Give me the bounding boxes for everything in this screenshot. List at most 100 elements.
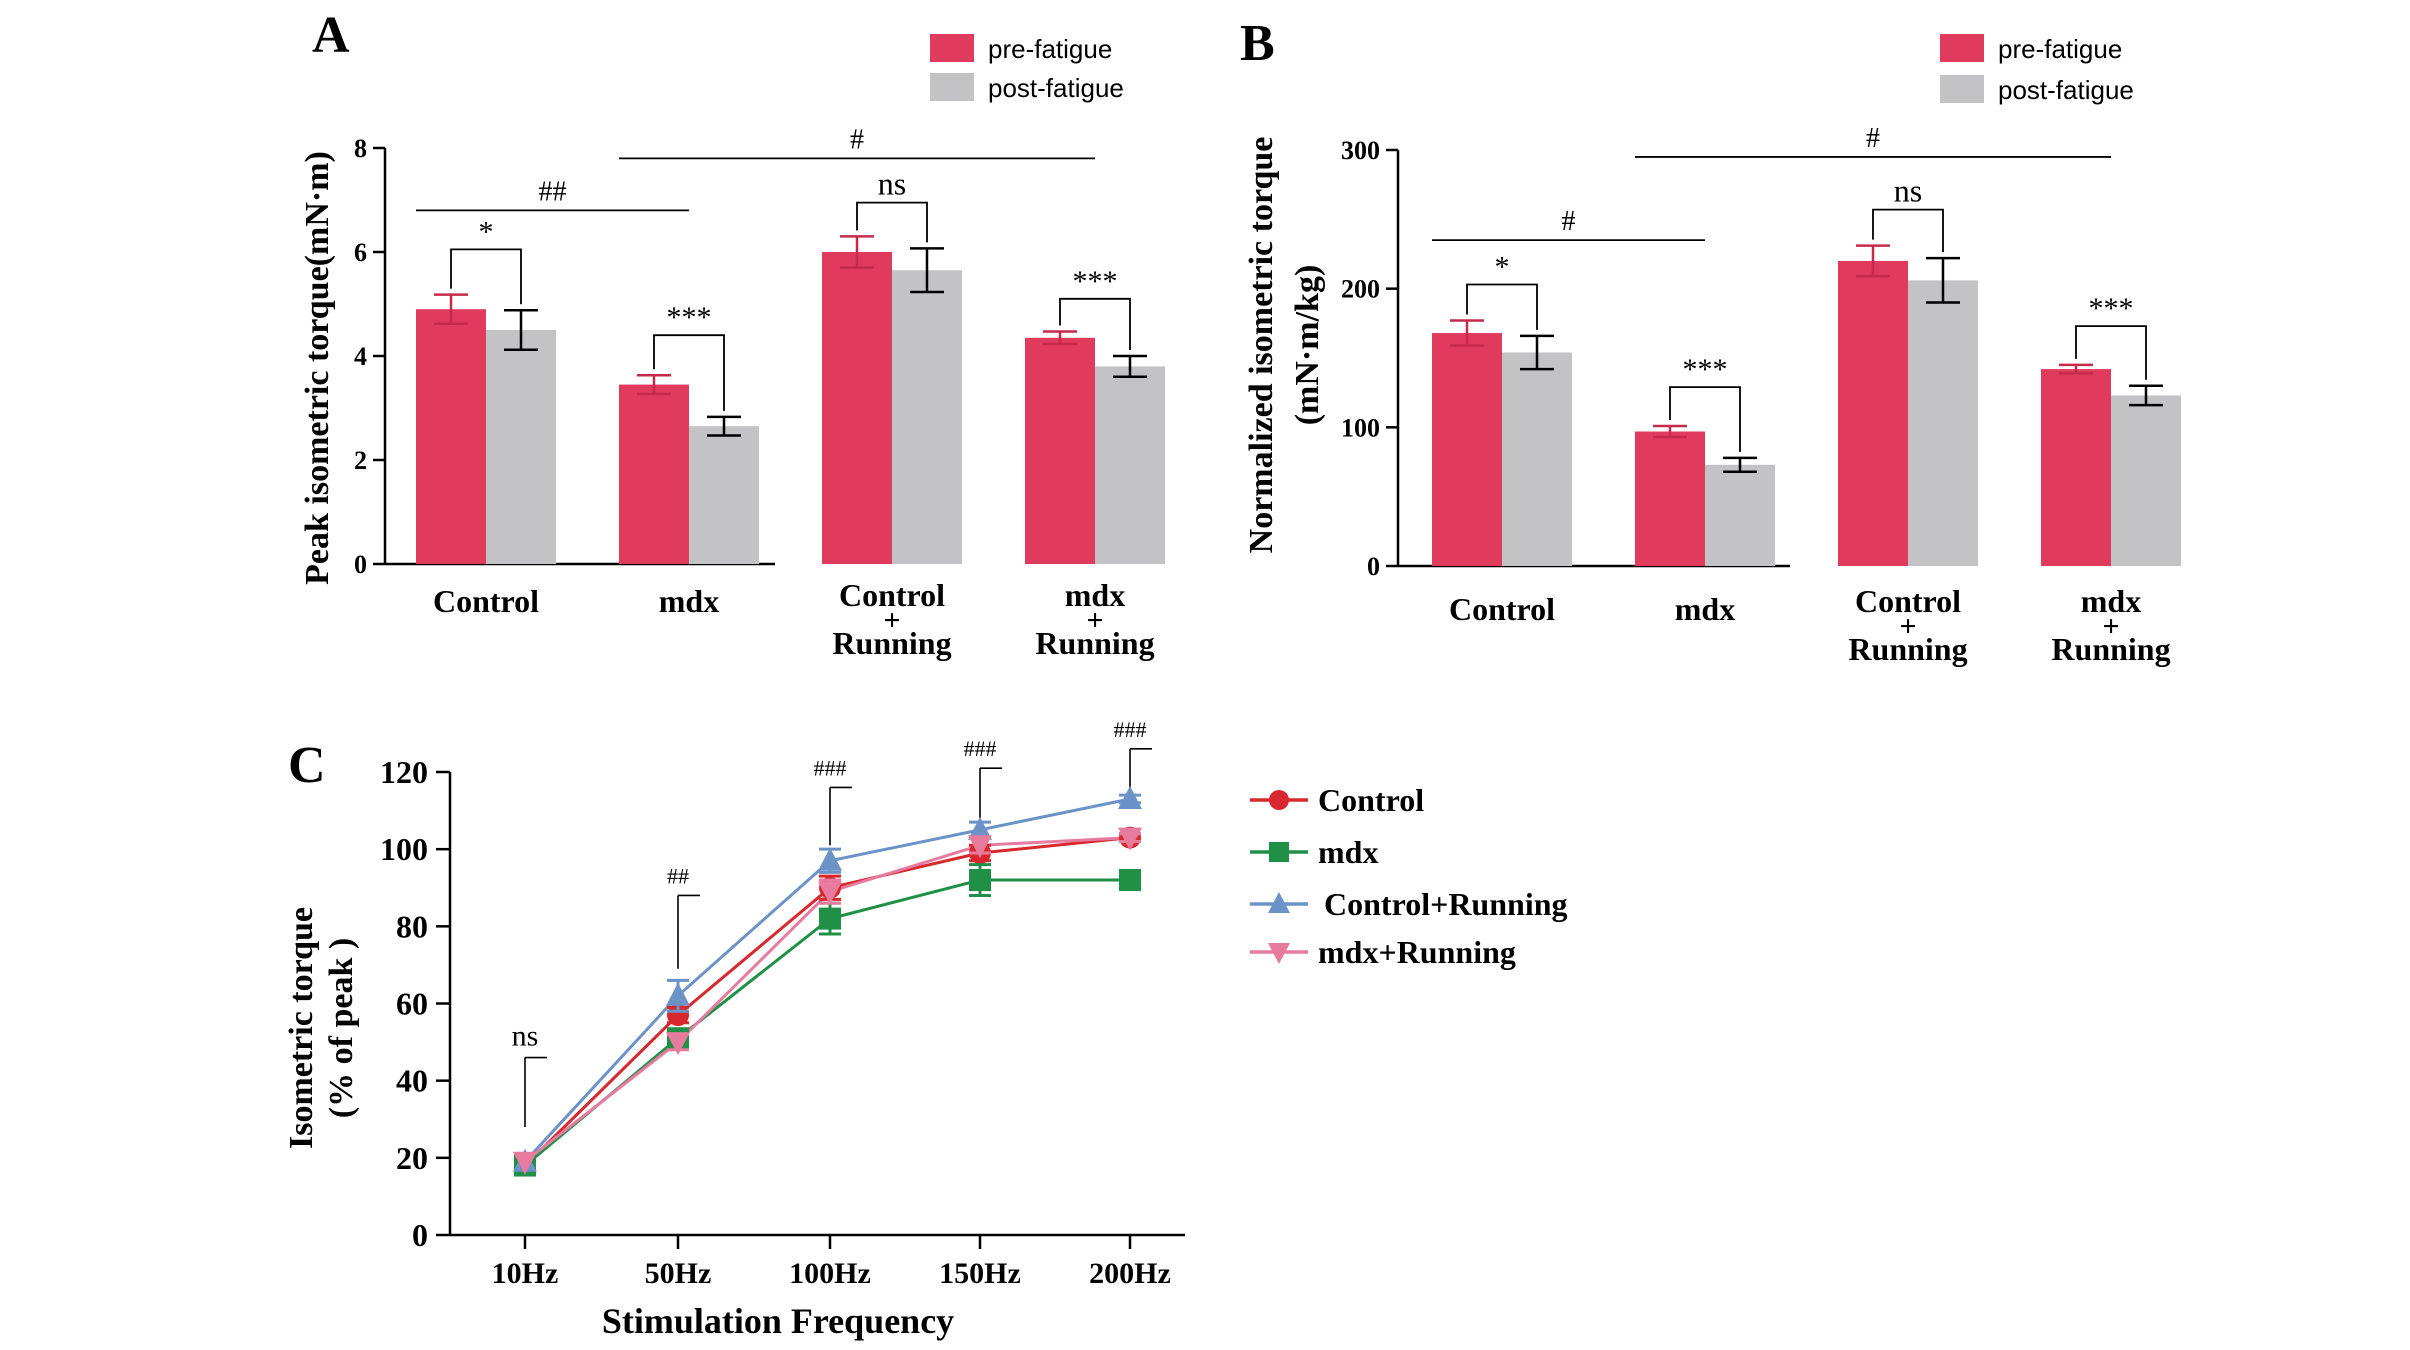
panel-c-y-tick-label: 20 [396, 1140, 428, 1176]
panel-a-category-label: mdx [1065, 577, 1125, 613]
panel-b-y-tick-label: 0 [1367, 552, 1380, 581]
panel-b-legend-pre-swatch [1940, 34, 1984, 62]
panel-c-significance-label: ### [814, 755, 847, 780]
panel-a-bar-post [486, 330, 556, 564]
panel-b-category-label: mdx [1675, 591, 1735, 627]
panel-c-legend-marker [1268, 943, 1290, 964]
panel-a-significance-label: ## [539, 176, 567, 207]
panel-b-significance-label: *** [1683, 353, 1728, 386]
panel-c-significance-label: ### [1114, 717, 1147, 742]
panel-b-significance-bracket [1466, 283, 1538, 330]
panel-a-significance-label: *** [667, 301, 712, 334]
panel-b-bar-post [1908, 280, 1978, 566]
panel-a-significance-label: * [479, 215, 494, 248]
panel-a-bar-pre [1025, 337, 1095, 564]
panel-b-category-label: Control [1449, 591, 1555, 627]
panel-b-category-label: + [2102, 610, 2119, 643]
panel-a-bar-post [689, 426, 759, 564]
panel-a-significance-bracket [1059, 297, 1131, 350]
panel-letter-a: A [312, 7, 350, 64]
panel-a-y-tick-label: 4 [354, 342, 367, 371]
panel-b-significance-bracket [1872, 208, 1944, 253]
panel-b-category-label: + [1899, 610, 1916, 643]
panel-a-category-label: Control [839, 577, 945, 613]
panel-a-category-label: Running [1035, 625, 1154, 661]
panel-c-data-point [968, 835, 992, 859]
panel-c-x-tick-label: 100Hz [789, 1257, 871, 1290]
panel-c-y-tick-label: 100 [380, 831, 428, 867]
panel-c-legend-label: mdx [1318, 834, 1378, 870]
panel-c-legend-marker [1268, 892, 1290, 913]
panel-b-category-label: Running [1848, 631, 1967, 667]
panel-a-bar-pre [822, 252, 892, 564]
panel-b-bar-pre [1635, 431, 1705, 566]
panel-b-bar-post [1502, 352, 1572, 566]
panel-c-legend-label: mdx+Running [1318, 934, 1516, 970]
panel-c-data-point [1118, 827, 1142, 851]
panel-c-data-point [666, 982, 690, 1006]
panel-a-significance-label: ns [878, 166, 906, 202]
panel-c-legend-marker [1269, 842, 1289, 862]
panel-b-bar-pre [1838, 260, 1908, 566]
panel-b-legend-post-label: post-fatigue [1998, 75, 2134, 105]
panel-b-category-label: mdx [2081, 583, 2141, 619]
panel-b-legend-pre-label: pre-fatigue [1998, 34, 2122, 64]
panel-c-data-point [818, 847, 842, 871]
panel-c-data-point [666, 1032, 690, 1056]
panel-a-bar-post [1095, 366, 1165, 564]
panel-a-legend-post-label: post-fatigue [988, 73, 1124, 103]
panel-b-legend: pre-fatigue post-fatigue [1940, 34, 2134, 105]
panel-b-significance-label: # [1866, 123, 1880, 154]
panel-a-category-label: Control [433, 583, 539, 619]
panel-a-y-axis-title: Peak isometric torque(mN·m) [299, 151, 336, 585]
panel-a-category-label: Running [832, 625, 951, 661]
panel-c-x-axis-title: Stimulation Frequency [602, 1301, 954, 1341]
panel-b-category-label: Control [1855, 583, 1961, 619]
panel-c-legend-label: Control+Running [1324, 886, 1568, 922]
panel-c-legend: Control mdx Control+Running mdx+Running [1250, 782, 1568, 970]
panel-b-bar-chart: Normalized isometric torque (mN·m/kg) pr… [1243, 34, 2181, 667]
panel-c-data-point [969, 869, 991, 892]
panel-a-significance-bracket [450, 248, 522, 305]
panel-a-bar-pre [619, 384, 689, 564]
panel-a-y-tick-label: 6 [354, 238, 367, 267]
panel-b-y-axis-title-line1: Normalized isometric torque [1243, 137, 1280, 554]
panel-b-bar-pre [2041, 369, 2111, 566]
panel-a-y-tick-label: 8 [354, 134, 367, 163]
panel-a-significance-bracket [653, 334, 725, 411]
panel-c-x-tick-label: 150Hz [939, 1257, 1021, 1290]
panel-b-bar-post [1705, 464, 1775, 566]
panel-c-data-point [968, 816, 992, 840]
panel-b-significance-label: * [1495, 251, 1510, 284]
panel-a-significance-label: # [850, 124, 864, 155]
panel-letter-b: B [1240, 15, 1275, 72]
panel-a-category-label: + [883, 604, 900, 637]
panel-a-bar-pre [416, 309, 486, 564]
panel-a-legend: pre-fatigue post-fatigue [930, 34, 1124, 103]
panel-c-line-chart: Isometric torque (% of peak ) Stimulatio… [283, 717, 1568, 1341]
panel-a-bar-chart: Peak isometric torque(mN·m) pre-fatigue … [299, 34, 1165, 661]
panel-c-legend-label: Control [1318, 782, 1424, 818]
panel-a-category-label: mdx [659, 583, 719, 619]
panel-c-significance-label: ns [512, 1020, 539, 1053]
panel-c-x-tick-label: 200Hz [1089, 1257, 1171, 1290]
panel-c-y-tick-label: 60 [396, 986, 428, 1022]
panel-c-legend-marker [1269, 790, 1289, 810]
panel-a-legend-post-swatch [930, 73, 974, 101]
panel-c-significance-label: ### [964, 736, 997, 761]
panel-a-category-label: + [1086, 604, 1103, 637]
panel-b-significance-label: *** [2089, 292, 2134, 325]
panel-b-significance-bracket [1669, 386, 1741, 452]
panel-b-significance-bracket [2075, 325, 2147, 380]
panel-c-y-tick-label: 120 [380, 754, 428, 790]
panel-a-legend-pre-label: pre-fatigue [988, 34, 1112, 64]
panel-b-y-tick-label: 300 [1341, 136, 1380, 165]
panel-b-bar-pre [1432, 333, 1502, 566]
panel-c-data-point [819, 907, 841, 930]
panel-c-data-point [1118, 786, 1142, 810]
panel-a-significance-bracket [856, 201, 928, 243]
panel-c-data-point [818, 881, 842, 905]
panel-a-bar-post [892, 270, 962, 564]
panel-letter-c: C [288, 737, 326, 794]
